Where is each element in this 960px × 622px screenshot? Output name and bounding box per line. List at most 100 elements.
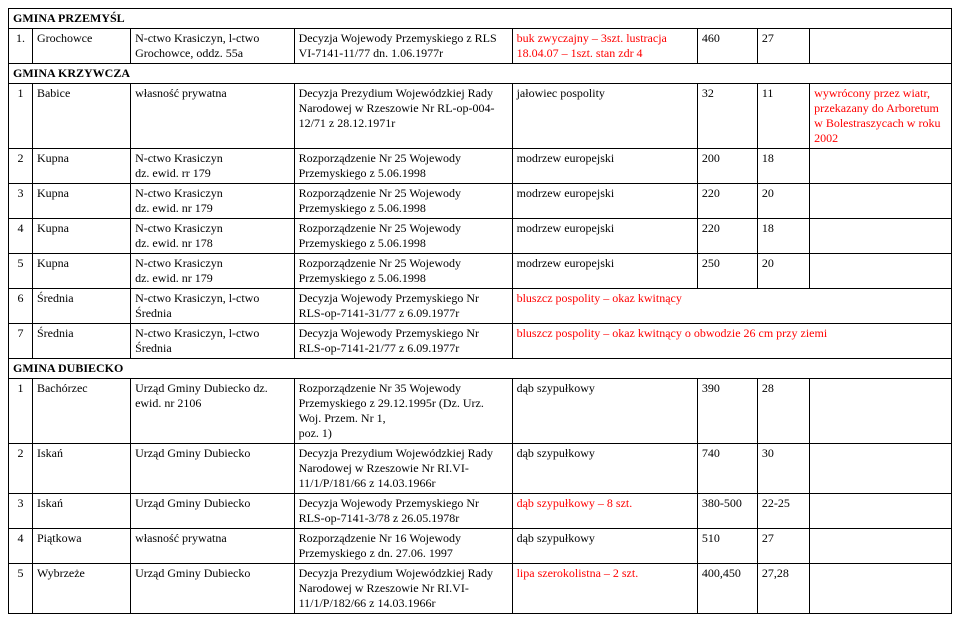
dimension-cell: 510 xyxy=(697,529,757,564)
owner-cell-text: własność prywatna xyxy=(135,531,227,545)
place-cell: Iskań xyxy=(32,494,130,529)
owner-cell: N-ctwo Krasiczyndz. ewid. nr 178 xyxy=(131,219,295,254)
owner-cell-text: N-ctwo Krasiczyn, l-ctwo Średnia xyxy=(135,326,259,355)
dimension-cell-text: 200 xyxy=(702,151,720,165)
species-cell-text: jałowiec pospolity xyxy=(517,86,605,100)
decision-cell-text: Decyzja Wojewody Przemyskiego Nr RLS-op-… xyxy=(299,496,479,525)
decision-cell-text: Decyzja Prezydium Wojewódzkiej Rady Naro… xyxy=(299,86,495,130)
place-cell-text: Iskań xyxy=(37,446,63,460)
row-number-text: 6 xyxy=(17,291,23,305)
decision-cell: Decyzja Wojewody Przemyskiego z RLS VI-7… xyxy=(294,29,512,64)
place-cell: Kupna xyxy=(32,184,130,219)
age-cell: 27 xyxy=(757,529,809,564)
table-row: 1 Babice własność prywatna Decyzja Prezydiu… xyxy=(9,84,952,149)
owner-cell-text: N-ctwo Krasiczyndz. ewid. rr 179 xyxy=(135,151,223,180)
age-cell: 27 xyxy=(757,29,809,64)
age-cell-text: 27 xyxy=(762,531,774,545)
decision-cell: Decyzja Wojewody Przemyskiego Nr RLS-op-… xyxy=(294,324,512,359)
species-cell: dąb szypułkowy xyxy=(512,444,697,494)
row-number-text: 2 xyxy=(17,151,23,165)
species-cell-text: modrzew europejski xyxy=(517,221,615,235)
place-cell: Babice xyxy=(32,84,130,149)
place-cell-text: Kupna xyxy=(37,221,69,235)
owner-cell: N-ctwo Krasiczyn, l-ctwo Średnia xyxy=(131,324,295,359)
place-cell-text: Grochowce xyxy=(37,31,92,45)
row-number-text: 4 xyxy=(17,221,23,235)
owner-cell: N-ctwo Krasiczyndz. ewid. nr 179 xyxy=(131,254,295,289)
decision-cell-text: Decyzja Prezydium Wojewódzkiej Rady Naro… xyxy=(299,446,493,490)
species-cell: buk zwyczajny – 3szt. lustracja 18.04.07… xyxy=(512,29,697,64)
age-cell-text: 28 xyxy=(762,381,774,395)
age-cell-text: 20 xyxy=(762,186,774,200)
place-cell-text: Średnia xyxy=(37,326,74,340)
place-cell: Kupna xyxy=(32,219,130,254)
decision-cell-text: Rozporządzenie Nr 25 Wojewody Przemyskie… xyxy=(299,256,461,285)
place-cell-text: Iskań xyxy=(37,496,63,510)
row-number: 2 xyxy=(9,444,33,494)
dimension-cell: 460 xyxy=(697,29,757,64)
owner-cell-text: N-ctwo Krasiczyndz. ewid. nr 179 xyxy=(135,256,223,285)
notes-cell xyxy=(810,29,952,64)
dimension-cell: 220 xyxy=(697,219,757,254)
section-header: GMINA DUBIECKO xyxy=(9,359,952,379)
table-row: 1BachórzecUrząd Gminy Dubiecko dz. ewid.… xyxy=(9,379,952,444)
row-number: 2 xyxy=(9,149,33,184)
place-cell: Bachórzec xyxy=(32,379,130,444)
decision-cell: Rozporządzenie Nr 25 Wojewody Przemyskie… xyxy=(294,219,512,254)
decision-cell-text: Rozporządzenie Nr 35 Wojewody Przemyskie… xyxy=(299,381,484,440)
species-merged-cell: bluszcz pospolity – okaz kwitnący xyxy=(512,289,951,324)
table-row: 6ŚredniaN-ctwo Krasiczyn, l-ctwo Średnia… xyxy=(9,289,952,324)
notes-cell xyxy=(810,379,952,444)
decision-cell: Decyzja Wojewody Przemyskiego Nr RLS-op-… xyxy=(294,494,512,529)
species-cell-text: modrzew europejski xyxy=(517,256,615,270)
owner-cell: N-ctwo Krasiczyn, l-ctwo Średnia xyxy=(131,289,295,324)
notes-cell xyxy=(810,149,952,184)
species-cell-text: buk zwyczajny – 3szt. xyxy=(517,31,624,45)
table-row: 1.GrochowceN-ctwo Krasiczyn, l-ctwo Groc… xyxy=(9,29,952,64)
row-number: 5 xyxy=(9,254,33,289)
notes-cell xyxy=(810,219,952,254)
notes-cell xyxy=(810,184,952,219)
notes-cell xyxy=(810,444,952,494)
species-cell-text: modrzew europejski xyxy=(517,151,615,165)
species-cell: lipa szerokolistna – 2 szt. xyxy=(512,564,697,614)
decision-cell-text: Rozporządzenie Nr 25 Wojewody Przemyskie… xyxy=(299,151,461,180)
row-number-text: 2 xyxy=(17,446,23,460)
species-cell-text: modrzew europejski xyxy=(517,186,615,200)
place-cell: Grochowce xyxy=(32,29,130,64)
table-row: 3KupnaN-ctwo Krasiczyndz. ewid. nr 179Ro… xyxy=(9,184,952,219)
place-cell-text: Kupna xyxy=(37,186,69,200)
decision-cell: Rozporządzenie Nr 35 Wojewody Przemyskie… xyxy=(294,379,512,444)
owner-cell-text: N-ctwo Krasiczyndz. ewid. nr 179 xyxy=(135,186,223,215)
row-number-text: 3 xyxy=(17,496,23,510)
row-number-text: 4 xyxy=(17,531,23,545)
row-number: 6 xyxy=(9,289,33,324)
dimension-cell-text: 220 xyxy=(702,221,720,235)
row-number-text: 5 xyxy=(17,566,23,580)
owner-cell: własność prywatna xyxy=(131,529,295,564)
table-row: 5KupnaN-ctwo Krasiczyndz. ewid. nr 179Ro… xyxy=(9,254,952,289)
row-number: 1 xyxy=(9,84,33,149)
dimension-cell-text: 220 xyxy=(702,186,720,200)
dimension-cell: 250 xyxy=(697,254,757,289)
age-cell: 18 xyxy=(757,149,809,184)
place-cell-text: Babice xyxy=(37,86,70,100)
notes-cell xyxy=(810,494,952,529)
owner-cell-text: Urząd Gminy Dubiecko xyxy=(135,446,250,460)
decision-cell-text: Rozporządzenie Nr 25 Wojewody Przemyskie… xyxy=(299,221,461,250)
table-row: 2KupnaN-ctwo Krasiczyndz. ewid. rr 179Ro… xyxy=(9,149,952,184)
age-cell: 27,28 xyxy=(757,564,809,614)
age-cell: 20 xyxy=(757,254,809,289)
dimension-cell: 220 xyxy=(697,184,757,219)
dimension-cell-text: 32 xyxy=(702,86,714,100)
owner-cell: N-ctwo Krasiczyndz. ewid. rr 179 xyxy=(131,149,295,184)
age-cell-text: 18 xyxy=(762,151,774,165)
row-number-text: 1. xyxy=(16,31,25,45)
dimension-cell: 380-500 xyxy=(697,494,757,529)
decision-cell-text: Decyzja Wojewody Przemyskiego Nr RLS-op-… xyxy=(299,291,479,320)
age-cell-text: 22-25 xyxy=(762,496,790,510)
row-number-text: 3 xyxy=(17,186,23,200)
owner-cell-text: własność prywatna xyxy=(135,86,227,100)
species-cell: dąb szypułkowy xyxy=(512,379,697,444)
row-number: 1. xyxy=(9,29,33,64)
